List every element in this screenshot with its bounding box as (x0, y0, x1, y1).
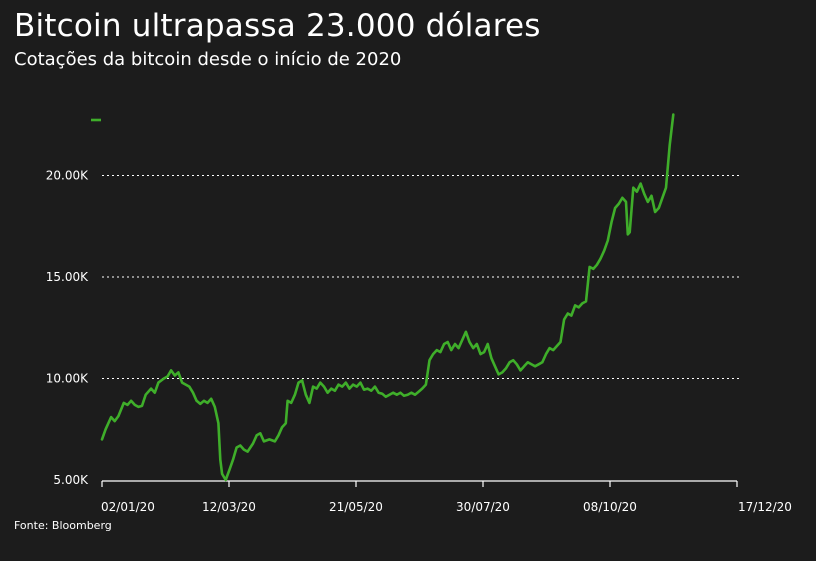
y-tick-label: 5.00K (53, 473, 89, 487)
y-tick-label: 10.00K (46, 372, 89, 386)
x-tick-label: 17/12/20 (738, 500, 792, 514)
series-layer (91, 113, 675, 482)
grid-lines (102, 175, 739, 379)
x-tick-label: 08/10/20 (583, 500, 637, 514)
chart-title: Bitcoin ultrapassa 23.000 dólares (14, 8, 541, 44)
y-tick-label: 15.00K (46, 270, 89, 284)
x-tick-label: 02/01/20 (101, 500, 155, 514)
x-axis-labels: 02/01/20 12/03/20 21/05/20 30/07/20 08/10/20… (101, 500, 792, 514)
x-tick-label: 30/07/20 (456, 500, 510, 514)
chart-subtitle: Cotações da bitcoin desde o início de 20… (14, 49, 402, 70)
x-axis (101, 480, 738, 487)
x-tick-label: 21/05/20 (329, 500, 383, 514)
bitcoin-price-line (100, 113, 675, 482)
y-tick-label: 20.00K (46, 169, 89, 183)
y-axis-labels: 5.00K 10.00K 15.00K 20.00K (46, 169, 89, 488)
source-note: Fonte: Bloomberg (14, 519, 112, 532)
x-tick-label: 12/03/20 (202, 500, 256, 514)
